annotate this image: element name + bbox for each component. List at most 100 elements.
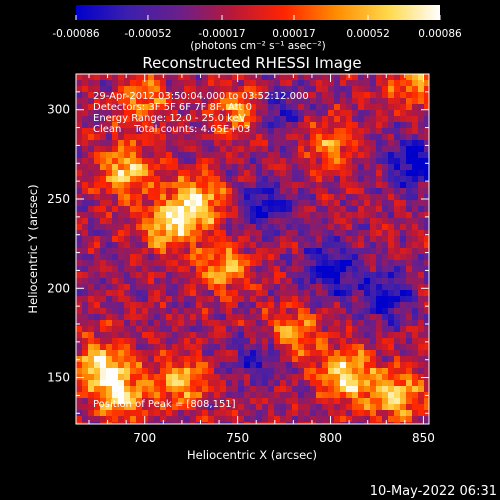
heatmap-cell bbox=[214, 230, 221, 237]
heatmap-cell bbox=[394, 152, 401, 159]
heatmap-cell bbox=[394, 344, 401, 351]
heatmap-cell bbox=[262, 344, 269, 351]
heatmap-cell bbox=[358, 176, 365, 183]
heatmap-cell bbox=[190, 416, 197, 423]
heatmap-cell bbox=[202, 308, 209, 315]
heatmap-cell bbox=[154, 314, 161, 321]
heatmap-cell bbox=[76, 314, 83, 321]
heatmap-cell bbox=[322, 152, 329, 159]
heatmap-cell bbox=[112, 308, 119, 315]
heatmap-cell bbox=[226, 314, 233, 321]
heatmap-cell bbox=[370, 74, 377, 81]
heatmap-cell bbox=[94, 260, 101, 267]
heatmap-cell bbox=[94, 296, 101, 303]
heatmap-cell bbox=[142, 266, 149, 273]
heatmap-cell bbox=[124, 410, 131, 417]
heatmap-cell bbox=[100, 290, 107, 297]
heatmap-cell bbox=[130, 86, 137, 93]
heatmap-cell bbox=[178, 248, 185, 255]
heatmap-cell bbox=[394, 272, 401, 279]
heatmap-cell bbox=[262, 230, 269, 237]
heatmap-cell bbox=[250, 176, 257, 183]
heatmap-cell bbox=[232, 140, 239, 147]
heatmap-cell bbox=[220, 260, 227, 267]
heatmap-cell bbox=[232, 398, 239, 405]
heatmap-cell bbox=[190, 254, 197, 261]
heatmap-cell bbox=[394, 320, 401, 327]
heatmap-cell bbox=[136, 386, 143, 393]
heatmap-cell bbox=[328, 152, 335, 159]
heatmap-cell bbox=[412, 176, 419, 183]
heatmap-cell bbox=[352, 188, 359, 195]
heatmap-cell bbox=[190, 164, 197, 171]
heatmap-cell bbox=[262, 398, 269, 405]
heatmap-cell bbox=[172, 182, 179, 189]
heatmap-cell bbox=[328, 254, 335, 261]
heatmap-cell bbox=[238, 140, 245, 147]
heatmap-cell bbox=[400, 416, 407, 423]
heatmap-cell bbox=[406, 200, 413, 207]
heatmap-cell bbox=[124, 296, 131, 303]
heatmap-cell bbox=[88, 98, 95, 105]
heatmap-cell bbox=[340, 308, 347, 315]
heatmap-cell bbox=[244, 80, 251, 87]
heatmap-cell bbox=[88, 92, 95, 99]
heatmap-cell bbox=[172, 302, 179, 309]
heatmap-cell bbox=[154, 218, 161, 225]
heatmap-cell bbox=[190, 290, 197, 297]
heatmap-cell bbox=[400, 296, 407, 303]
heatmap-cell bbox=[298, 170, 305, 177]
heatmap-cell bbox=[268, 392, 275, 399]
heatmap-cell bbox=[412, 194, 419, 201]
heatmap-cell bbox=[190, 356, 197, 363]
heatmap-cell bbox=[256, 224, 263, 231]
heatmap-cell bbox=[394, 326, 401, 333]
heatmap-cell bbox=[190, 158, 197, 165]
annotation-algorithm: Clean Total counts: 4.65E+03 bbox=[93, 124, 250, 135]
heatmap-cell bbox=[280, 314, 287, 321]
heatmap-cell bbox=[388, 392, 395, 399]
heatmap-cell bbox=[316, 98, 323, 105]
heatmap-cell bbox=[94, 152, 101, 159]
heatmap-cell bbox=[202, 404, 209, 411]
heatmap-cell bbox=[190, 368, 197, 375]
heatmap-cell bbox=[382, 386, 389, 393]
heatmap-cell bbox=[166, 422, 173, 424]
heatmap-cell bbox=[346, 98, 353, 105]
heatmap-cell bbox=[250, 416, 257, 423]
heatmap-cell bbox=[268, 308, 275, 315]
heatmap-cell bbox=[124, 404, 131, 411]
heatmap-cell bbox=[400, 158, 407, 165]
heatmap-cell bbox=[196, 314, 203, 321]
heatmap-cell bbox=[232, 122, 239, 129]
heatmap-cell bbox=[286, 218, 293, 225]
heatmap-cell bbox=[220, 368, 227, 375]
heatmap-cell bbox=[130, 170, 137, 177]
heatmap-cell bbox=[418, 242, 425, 249]
heatmap-cell bbox=[424, 74, 429, 81]
heatmap-cell bbox=[346, 86, 353, 93]
heatmap-cell bbox=[244, 302, 251, 309]
heatmap-cell bbox=[376, 224, 383, 231]
heatmap-cell bbox=[352, 92, 359, 99]
heatmap-cell bbox=[76, 74, 83, 81]
heatmap-cell bbox=[358, 392, 365, 399]
heatmap-cell bbox=[124, 350, 131, 357]
heatmap-cell bbox=[418, 218, 425, 225]
heatmap-cell bbox=[166, 350, 173, 357]
heatmap-cell bbox=[364, 416, 371, 423]
heatmap-cell bbox=[412, 146, 419, 153]
heatmap-cell bbox=[256, 314, 263, 321]
heatmap-cell bbox=[82, 416, 89, 423]
heatmap-cell bbox=[304, 104, 311, 111]
heatmap-cell bbox=[160, 290, 167, 297]
heatmap-cell bbox=[376, 98, 383, 105]
heatmap-cell bbox=[82, 212, 89, 219]
heatmap-cell bbox=[406, 170, 413, 177]
heatmap-cell bbox=[370, 116, 377, 123]
heatmap-cell bbox=[100, 116, 107, 123]
heatmap-cell bbox=[346, 200, 353, 207]
heatmap-cell bbox=[196, 116, 203, 123]
heatmap-cell bbox=[304, 386, 311, 393]
heatmap-cell bbox=[286, 416, 293, 423]
